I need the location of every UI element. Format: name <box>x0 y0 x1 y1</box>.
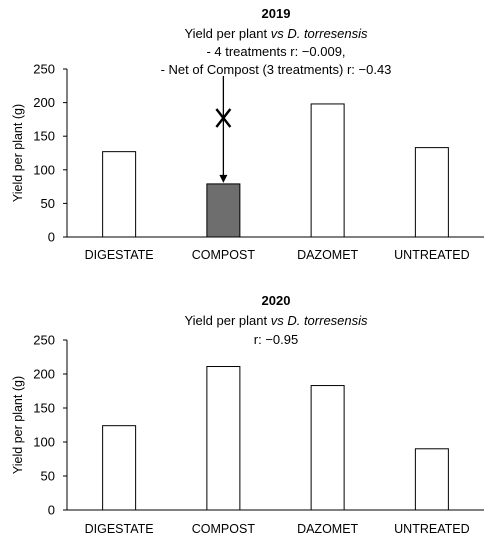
y-tick-label: 250 <box>33 62 55 77</box>
y-tick-label: 50 <box>41 196 55 211</box>
bar-dazomet <box>310 385 345 511</box>
chart-subtitle-line: - 4 treatments r: −0.009, <box>206 44 345 59</box>
chart-title: 2019 <box>262 6 291 21</box>
y-tick-label: 50 <box>41 469 55 484</box>
chart-subtitle-line: Yield per plant vs D. torresensis <box>184 26 368 41</box>
category-label: UNTREATED <box>394 522 469 536</box>
bar-compost <box>206 183 241 238</box>
subtitle-run: vs D. torresensis <box>271 26 368 41</box>
y-axis-label: Yield per plant (g) <box>11 376 25 474</box>
chart-title: 2020 <box>262 293 291 308</box>
subtitle-run: Yield per plant <box>184 26 270 41</box>
category-label: DAZOMET <box>297 248 358 262</box>
category-label: COMPOST <box>192 248 256 262</box>
y-tick-label: 0 <box>48 503 55 518</box>
y-axis-label: Yield per plant (g) <box>11 104 25 202</box>
category-label: DIGESTATE <box>85 522 154 536</box>
category-label: DAZOMET <box>297 522 358 536</box>
y-tick-label: 200 <box>33 367 55 382</box>
category-label: COMPOST <box>192 522 256 536</box>
subtitle-run: vs D. torresensis <box>271 313 368 328</box>
bar-digestate <box>102 425 137 511</box>
y-tick-label: 100 <box>33 162 55 177</box>
bar-dazomet <box>310 103 345 238</box>
y-tick-label: 250 <box>33 333 55 348</box>
category-label: DIGESTATE <box>85 248 154 262</box>
subtitle-run: Yield per plant <box>184 313 270 328</box>
subtitle-run: - 4 treatments r: −0.009, <box>206 44 345 59</box>
x-marker-stroke <box>215 108 232 128</box>
bar-compost <box>206 366 241 511</box>
annotation-x-marker <box>215 108 232 128</box>
y-tick-label: 150 <box>33 129 55 144</box>
y-tick-label: 200 <box>33 95 55 110</box>
bar-digestate <box>102 151 137 238</box>
subtitle-run: - Net of Compost (3 treatments) r: −0.43 <box>161 62 392 77</box>
bar-untreated <box>414 147 449 238</box>
subtitle-run: r: −0.95 <box>254 332 298 347</box>
category-label: UNTREATED <box>394 248 469 262</box>
y-tick-label: 0 <box>48 230 55 245</box>
y-tick-label: 150 <box>33 401 55 416</box>
y-tick-label: 100 <box>33 435 55 450</box>
chart-2019: 2019 Yield per plant vs D. torresensis - 4… <box>11 6 484 262</box>
bar-untreated <box>414 448 449 511</box>
chart-subtitle-line: r: −0.95 <box>254 332 298 347</box>
chart-subtitle-line: - Net of Compost (3 treatments) r: −0.43 <box>161 62 392 77</box>
chart-2020: 2020 Yield per plant vs D. torresensis r: … <box>11 293 484 536</box>
annotation-arrow-head <box>219 174 228 183</box>
chart-subtitle-line: Yield per plant vs D. torresensis <box>184 313 368 328</box>
